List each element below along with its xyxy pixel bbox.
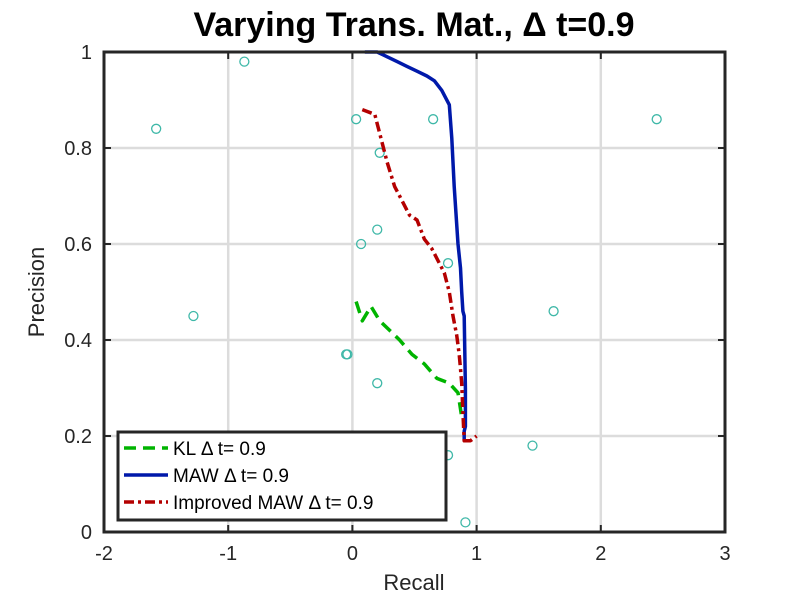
scatter-point bbox=[151, 123, 162, 134]
legend-box bbox=[116, 430, 448, 522]
y-tick-label: 0.2 bbox=[64, 426, 92, 448]
scatter-point bbox=[355, 238, 367, 250]
scatter-point bbox=[651, 114, 662, 125]
scatter-point bbox=[372, 224, 383, 235]
legend-improved-maw-label: Improved MAW Δ t= 0.9 bbox=[173, 493, 373, 514]
axes-box bbox=[102, 50, 727, 534]
y-tick-label: 0.4 bbox=[64, 330, 92, 352]
x-tick-label: 3 bbox=[719, 543, 730, 565]
maw-series-line bbox=[364, 50, 468, 441]
chart-title: Varying Trans. Mat., Δ t=0.9 bbox=[193, 6, 634, 44]
y-tick-label: 0.8 bbox=[64, 138, 92, 160]
y-tick-label: 1 bbox=[81, 42, 92, 64]
legend-maw-label: MAW Δ t= 0.9 bbox=[173, 466, 289, 487]
scatter-point bbox=[374, 147, 385, 158]
scatter-point bbox=[372, 378, 383, 389]
scatter-point bbox=[342, 349, 353, 360]
scatter-point bbox=[527, 440, 538, 451]
y-tick-label: 0.6 bbox=[64, 234, 92, 256]
scatter-point bbox=[350, 114, 362, 125]
axis-ticks: -2 -1 0 1 2 3 0 0.2 0.4 0.6 0.8 1 bbox=[64, 42, 730, 565]
scatter-point bbox=[460, 517, 471, 528]
y-tick-label: 0 bbox=[81, 522, 92, 544]
x-tick-label: -1 bbox=[219, 543, 237, 565]
scatter-point bbox=[427, 114, 439, 125]
improved-maw-series-line bbox=[361, 107, 478, 443]
x-axis-label: Recall bbox=[383, 570, 444, 595]
scatter-point bbox=[239, 56, 250, 67]
legend-kl-label: KL Δ t= 0.9 bbox=[173, 439, 266, 460]
legend: KL Δ t= 0.9 MAW Δ t= 0.9 Improved MAW Δ … bbox=[116, 430, 448, 522]
x-tick-label: 1 bbox=[471, 543, 482, 565]
kl-series-line bbox=[354, 301, 464, 418]
plot-area bbox=[151, 50, 662, 528]
scatter-point bbox=[188, 310, 199, 322]
x-tick-label: -2 bbox=[95, 543, 113, 565]
y-axis-label: Precision bbox=[24, 247, 49, 337]
scatter-point bbox=[548, 306, 559, 317]
scatter-point bbox=[442, 258, 454, 269]
x-tick-label: 2 bbox=[595, 543, 606, 565]
x-tick-label: 0 bbox=[347, 543, 358, 565]
